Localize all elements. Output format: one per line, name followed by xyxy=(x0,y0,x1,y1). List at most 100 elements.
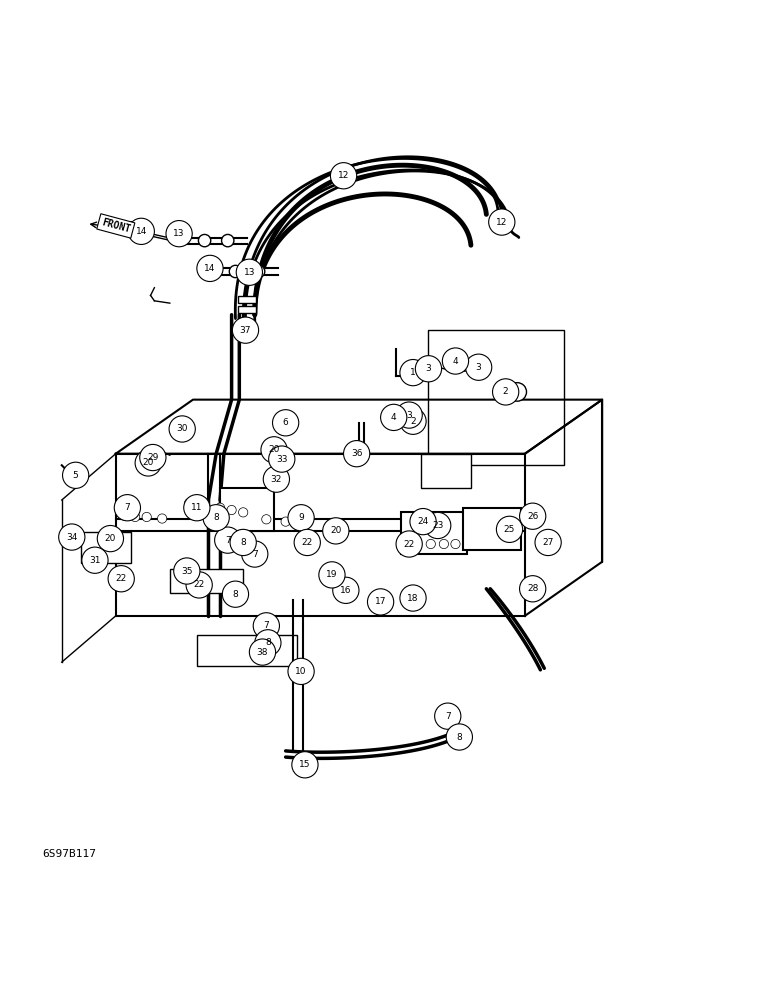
Circle shape xyxy=(227,505,236,515)
Circle shape xyxy=(186,572,212,598)
Circle shape xyxy=(230,529,256,556)
Text: 1: 1 xyxy=(410,368,416,377)
Circle shape xyxy=(400,359,426,386)
Circle shape xyxy=(97,525,124,552)
Text: 11: 11 xyxy=(191,503,202,512)
FancyBboxPatch shape xyxy=(401,512,467,554)
Text: 7: 7 xyxy=(124,503,130,512)
Text: 32: 32 xyxy=(271,475,282,484)
Circle shape xyxy=(232,317,259,343)
Text: 2: 2 xyxy=(410,417,416,426)
Circle shape xyxy=(198,234,211,247)
Circle shape xyxy=(140,444,166,471)
Text: 36: 36 xyxy=(351,449,362,458)
Circle shape xyxy=(242,541,268,567)
Circle shape xyxy=(174,558,200,584)
Circle shape xyxy=(166,221,192,247)
Circle shape xyxy=(292,752,318,778)
Text: 8: 8 xyxy=(240,538,246,547)
Text: 22: 22 xyxy=(116,574,127,583)
Circle shape xyxy=(249,639,276,665)
Text: 4: 4 xyxy=(391,413,397,422)
Text: 6: 6 xyxy=(283,418,289,427)
Text: 26: 26 xyxy=(527,512,538,521)
Circle shape xyxy=(197,255,223,282)
Circle shape xyxy=(157,514,167,523)
Circle shape xyxy=(82,547,108,573)
Text: 9: 9 xyxy=(298,513,304,522)
Circle shape xyxy=(252,265,265,278)
Circle shape xyxy=(425,512,451,539)
Circle shape xyxy=(410,508,436,535)
Circle shape xyxy=(119,511,128,520)
Text: 12: 12 xyxy=(338,171,349,180)
Circle shape xyxy=(333,577,359,603)
Text: 14: 14 xyxy=(136,227,147,236)
Circle shape xyxy=(396,402,422,428)
Text: 2: 2 xyxy=(503,387,509,396)
Circle shape xyxy=(128,218,154,244)
Circle shape xyxy=(185,498,194,508)
Circle shape xyxy=(288,658,314,685)
Circle shape xyxy=(396,531,422,557)
Text: 7: 7 xyxy=(445,712,451,721)
Text: 20: 20 xyxy=(105,534,116,543)
Text: 10: 10 xyxy=(296,667,306,676)
Circle shape xyxy=(114,495,141,521)
Text: 25: 25 xyxy=(504,525,515,534)
Text: 33: 33 xyxy=(276,455,287,464)
Circle shape xyxy=(222,234,234,247)
Text: 8: 8 xyxy=(265,638,271,647)
Text: 38: 38 xyxy=(257,648,268,657)
Text: 18: 18 xyxy=(408,594,418,603)
Circle shape xyxy=(203,505,229,531)
Circle shape xyxy=(489,209,515,235)
Text: 19: 19 xyxy=(327,570,337,579)
Circle shape xyxy=(59,524,85,550)
Circle shape xyxy=(253,613,279,639)
Circle shape xyxy=(330,163,357,189)
Text: 22: 22 xyxy=(302,538,313,547)
Circle shape xyxy=(200,501,209,510)
Text: 15: 15 xyxy=(300,760,310,769)
Circle shape xyxy=(135,450,161,476)
Circle shape xyxy=(130,512,140,522)
Circle shape xyxy=(323,518,349,544)
Text: 31: 31 xyxy=(90,556,100,565)
Circle shape xyxy=(269,446,295,472)
Text: 12: 12 xyxy=(496,218,507,227)
Text: FRONT: FRONT xyxy=(100,217,131,235)
Text: 28: 28 xyxy=(527,584,538,593)
Text: 30: 30 xyxy=(177,424,188,433)
Circle shape xyxy=(255,630,281,656)
Circle shape xyxy=(63,462,89,488)
Text: 16: 16 xyxy=(340,586,351,595)
Circle shape xyxy=(239,508,248,517)
Text: 22: 22 xyxy=(404,540,415,549)
Text: 20: 20 xyxy=(330,526,341,535)
Circle shape xyxy=(294,529,320,556)
Text: 13: 13 xyxy=(244,268,255,277)
Circle shape xyxy=(466,354,492,380)
Circle shape xyxy=(236,259,262,285)
Circle shape xyxy=(496,516,523,542)
Text: 7: 7 xyxy=(252,550,258,559)
Circle shape xyxy=(229,265,242,278)
Circle shape xyxy=(263,466,290,492)
Text: 34: 34 xyxy=(66,533,77,542)
Circle shape xyxy=(412,539,422,549)
Circle shape xyxy=(508,383,527,401)
Circle shape xyxy=(344,441,370,467)
Text: 8: 8 xyxy=(213,513,219,522)
Circle shape xyxy=(520,576,546,602)
Text: 20: 20 xyxy=(269,445,279,454)
Circle shape xyxy=(215,503,225,512)
Circle shape xyxy=(493,379,519,405)
Circle shape xyxy=(381,404,407,431)
Circle shape xyxy=(288,505,314,531)
Text: 35: 35 xyxy=(181,567,192,576)
Text: 22: 22 xyxy=(194,580,205,589)
Text: 6S97B117: 6S97B117 xyxy=(42,849,96,859)
Circle shape xyxy=(222,581,249,607)
Circle shape xyxy=(439,539,449,549)
